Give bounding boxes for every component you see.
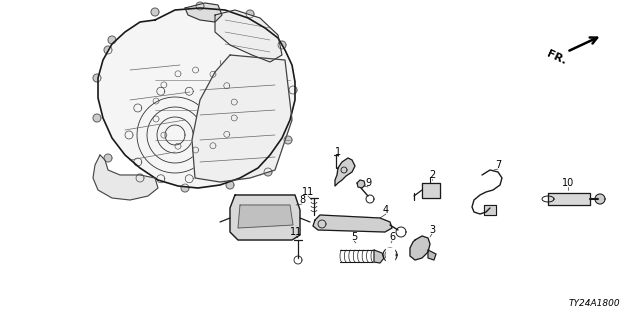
Polygon shape <box>104 46 112 54</box>
Polygon shape <box>215 10 282 62</box>
Polygon shape <box>284 136 292 144</box>
Text: 2: 2 <box>429 170 435 180</box>
Polygon shape <box>108 36 116 44</box>
Text: 11: 11 <box>302 187 314 197</box>
Text: 1: 1 <box>335 147 341 157</box>
Polygon shape <box>93 114 101 122</box>
Polygon shape <box>238 205 293 228</box>
Text: 10: 10 <box>562 178 574 188</box>
Polygon shape <box>335 158 355 186</box>
Polygon shape <box>93 74 101 82</box>
Polygon shape <box>192 55 292 182</box>
Polygon shape <box>548 193 590 205</box>
Polygon shape <box>185 3 222 22</box>
Text: TY24A1800: TY24A1800 <box>568 299 620 308</box>
Polygon shape <box>246 10 254 18</box>
Polygon shape <box>357 180 365 188</box>
Polygon shape <box>98 8 295 188</box>
Text: 6: 6 <box>389 232 395 242</box>
Text: 8: 8 <box>299 195 305 205</box>
Text: FR.: FR. <box>545 49 568 67</box>
Polygon shape <box>181 184 189 192</box>
Polygon shape <box>422 183 440 198</box>
Polygon shape <box>410 236 430 260</box>
Polygon shape <box>93 155 158 200</box>
Text: 7: 7 <box>495 160 501 170</box>
Text: 9: 9 <box>365 178 371 188</box>
Polygon shape <box>226 181 234 189</box>
Text: 3: 3 <box>429 225 435 235</box>
Polygon shape <box>278 41 286 49</box>
Polygon shape <box>136 174 144 182</box>
Polygon shape <box>484 205 496 215</box>
Text: 11: 11 <box>290 227 302 237</box>
Polygon shape <box>428 250 436 260</box>
Polygon shape <box>289 86 297 94</box>
Polygon shape <box>230 195 300 240</box>
Text: 5: 5 <box>351 232 357 242</box>
Polygon shape <box>151 8 159 16</box>
Polygon shape <box>196 2 204 10</box>
Polygon shape <box>313 215 392 232</box>
Polygon shape <box>104 154 112 162</box>
Text: 4: 4 <box>383 205 389 215</box>
Polygon shape <box>264 168 272 176</box>
Polygon shape <box>374 250 384 263</box>
Polygon shape <box>595 194 605 204</box>
